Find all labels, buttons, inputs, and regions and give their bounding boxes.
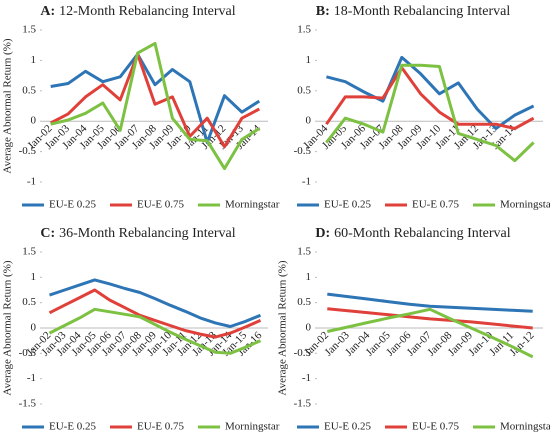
y-tick-label: -0.5 [19, 145, 37, 157]
chart-title: B: 18-Month Rebalancing Interval [316, 4, 511, 19]
legend-label: EU-E 0.75 [137, 199, 185, 211]
y-tick-label: -1.5 [294, 398, 312, 410]
y-tick-label: 0.5 [22, 296, 36, 308]
chart-title: A: 12-Month Rebalancing Interval [40, 4, 235, 19]
series-line [48, 307, 262, 355]
panel-label: D: [315, 226, 330, 241]
y-axis-label: Average Abnormal Return (%) [277, 260, 289, 395]
y-tick-label: 0.5 [297, 296, 311, 308]
series-line [325, 66, 535, 130]
legend-label: EU-E 0.25 [49, 199, 97, 211]
title-text: 60-Month Rebalancing Interval [334, 226, 511, 241]
series-line [50, 52, 261, 149]
y-tick-label: 0 [306, 322, 312, 334]
y-tick-label: 0.5 [297, 84, 311, 96]
y-axis-label: Average Abnormal Return (%) [2, 38, 14, 173]
y-tick-label: 0 [31, 322, 37, 334]
series-line [326, 55, 535, 130]
y-tick-label: -1 [27, 372, 36, 384]
legend-label: EU-E 0.25 [324, 199, 372, 211]
y-tick-label: -0.5 [294, 347, 312, 359]
legend-label: EU-E 0.75 [412, 199, 460, 211]
series-line [326, 307, 534, 359]
y-tick-label: -1.5 [19, 398, 37, 410]
chart-title: D: 60-Month Rebalancing Interval [315, 226, 510, 241]
legend-label: Morningstar [225, 199, 280, 211]
panel-label: A: [40, 4, 55, 19]
legend-label: EU-E 0.75 [412, 421, 460, 433]
y-axis-label: Average Abnormal Return (%) [2, 260, 14, 395]
y-tick-label: 1 [306, 271, 312, 283]
legend-label: Morningstar [225, 421, 280, 433]
y-tick-label: -0.5 [19, 347, 37, 359]
y-tick-label: 1 [306, 54, 312, 66]
series-line [327, 307, 533, 330]
legend-label: EU-E 0.75 [137, 421, 185, 433]
chart-title: C: 36-Month Rebalancing Interval [40, 226, 235, 241]
legend-label: EU-E 0.25 [324, 421, 372, 433]
y-tick-label: -1 [302, 372, 311, 384]
y-tick-label: -1 [27, 176, 36, 188]
panel-label: C: [40, 226, 55, 241]
series-line [49, 278, 262, 328]
legend-label: Morningstar [500, 421, 550, 433]
title-text: 12-Month Rebalancing Interval [59, 4, 236, 19]
series-line [48, 288, 262, 339]
y-tick-label: 1.5 [22, 24, 36, 36]
series-line [50, 41, 261, 171]
title-text: 36-Month Rebalancing Interval [59, 226, 236, 241]
panel-label: B: [316, 4, 330, 19]
legend-label: EU-E 0.25 [49, 421, 97, 433]
y-tick-label: 0.5 [22, 84, 36, 96]
y-tick-label: 1.5 [22, 246, 36, 258]
series-line [325, 63, 535, 163]
title-text: 18-Month Rebalancing Interval [334, 4, 511, 19]
y-tick-label: -1 [302, 176, 311, 188]
y-tick-label: 0 [31, 115, 37, 127]
y-tick-label: 0 [306, 115, 312, 127]
legend-label: Morningstar [500, 199, 550, 211]
series-line [50, 52, 261, 144]
y-tick-label: -0.5 [294, 145, 312, 157]
y-tick-label: 1.5 [297, 24, 311, 36]
series-line [327, 292, 533, 313]
y-tick-label: 1 [31, 271, 37, 283]
y-tick-label: 1.5 [297, 246, 311, 258]
y-tick-label: 1 [31, 54, 37, 66]
